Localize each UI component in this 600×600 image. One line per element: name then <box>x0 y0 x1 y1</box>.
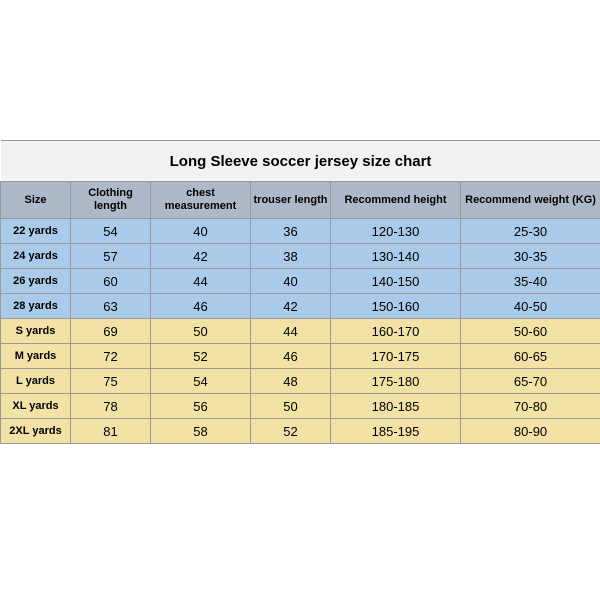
cell: 40 <box>151 219 251 244</box>
cell: 44 <box>251 319 331 344</box>
cell: 150-160 <box>331 294 461 319</box>
cell: 36 <box>251 219 331 244</box>
size-chart-container: Long Sleeve soccer jersey size chart Siz… <box>0 0 600 444</box>
cell: 60 <box>71 269 151 294</box>
cell: 130-140 <box>331 244 461 269</box>
col-chest: chest measurement <box>151 182 251 219</box>
cell: 40 <box>251 269 331 294</box>
table-row: 26 yards604440140-15035-40 <box>1 269 600 294</box>
cell: 24 yards <box>1 244 71 269</box>
table-row: 22 yards544036120-13025-30 <box>1 219 600 244</box>
cell: 22 yards <box>1 219 71 244</box>
title-row: Long Sleeve soccer jersey size chart <box>1 141 600 182</box>
cell: 69 <box>71 319 151 344</box>
col-height: Recommend height <box>331 182 461 219</box>
col-size: Size <box>1 182 71 219</box>
cell: 120-130 <box>331 219 461 244</box>
cell: 70-80 <box>461 394 600 419</box>
cell: 54 <box>151 369 251 394</box>
cell: 81 <box>71 419 151 444</box>
table-row: 24 yards574238130-14030-35 <box>1 244 600 269</box>
cell: 50 <box>251 394 331 419</box>
cell: 140-150 <box>331 269 461 294</box>
cell: XL yards <box>1 394 71 419</box>
cell: 72 <box>71 344 151 369</box>
table-row: L yards755448175-18065-70 <box>1 369 600 394</box>
cell: 30-35 <box>461 244 600 269</box>
cell: 42 <box>151 244 251 269</box>
cell: 50-60 <box>461 319 600 344</box>
cell: 58 <box>151 419 251 444</box>
cell: 38 <box>251 244 331 269</box>
cell: 52 <box>251 419 331 444</box>
table-row: S yards695044160-17050-60 <box>1 319 600 344</box>
table-row: M yards725246170-17560-65 <box>1 344 600 369</box>
cell: M yards <box>1 344 71 369</box>
table-row: XL yards785650180-18570-80 <box>1 394 600 419</box>
cell: 185-195 <box>331 419 461 444</box>
cell: 180-185 <box>331 394 461 419</box>
cell: 175-180 <box>331 369 461 394</box>
cell: 63 <box>71 294 151 319</box>
cell: 60-65 <box>461 344 600 369</box>
cell: 28 yards <box>1 294 71 319</box>
cell: 44 <box>151 269 251 294</box>
cell: 46 <box>251 344 331 369</box>
cell: 25-30 <box>461 219 600 244</box>
cell: 75 <box>71 369 151 394</box>
col-weight: Recommend weight (KG) <box>461 182 600 219</box>
cell: 50 <box>151 319 251 344</box>
cell: 57 <box>71 244 151 269</box>
cell: 78 <box>71 394 151 419</box>
cell: 40-50 <box>461 294 600 319</box>
cell: 170-175 <box>331 344 461 369</box>
header-row: Size Clothing length chest measurement t… <box>1 182 600 219</box>
cell: S yards <box>1 319 71 344</box>
table-title: Long Sleeve soccer jersey size chart <box>1 141 600 182</box>
cell: 42 <box>251 294 331 319</box>
cell: 80-90 <box>461 419 600 444</box>
col-trouser: trouser length <box>251 182 331 219</box>
cell: 52 <box>151 344 251 369</box>
cell: 54 <box>71 219 151 244</box>
table-row: 28 yards634642150-16040-50 <box>1 294 600 319</box>
cell: 48 <box>251 369 331 394</box>
cell: L yards <box>1 369 71 394</box>
table-row: 2XL yards815852185-19580-90 <box>1 419 600 444</box>
cell: 65-70 <box>461 369 600 394</box>
cell: 46 <box>151 294 251 319</box>
cell: 56 <box>151 394 251 419</box>
cell: 2XL yards <box>1 419 71 444</box>
cell: 160-170 <box>331 319 461 344</box>
table-body: 22 yards544036120-13025-3024 yards574238… <box>1 219 600 444</box>
size-chart-table: Long Sleeve soccer jersey size chart Siz… <box>0 140 600 444</box>
cell: 26 yards <box>1 269 71 294</box>
cell: 35-40 <box>461 269 600 294</box>
col-clothing: Clothing length <box>71 182 151 219</box>
